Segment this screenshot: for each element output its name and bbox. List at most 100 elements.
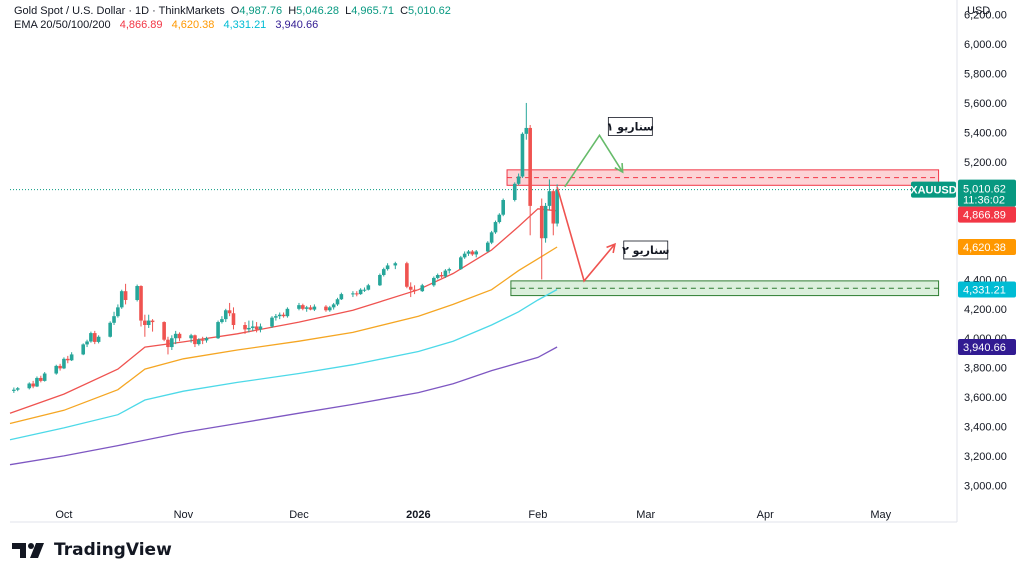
- candle-body: [270, 317, 274, 327]
- candle-body: [15, 388, 20, 390]
- price-axis-tick-label: 3,000.00: [964, 480, 1007, 492]
- candle: [443, 269, 448, 278]
- tradingview-logo-icon: [12, 543, 44, 558]
- candle: [439, 272, 444, 278]
- price-axis-tick-label: 3,400.00: [964, 421, 1007, 433]
- time-axis-tick-label: Oct: [55, 509, 72, 521]
- candle: [35, 376, 39, 388]
- candle-body: [443, 270, 448, 277]
- price-axis-tick-label: 3,800.00: [964, 363, 1007, 375]
- candle: [501, 198, 505, 217]
- time-axis-tick-label: Mar: [636, 509, 655, 521]
- ema100-badge: [958, 281, 1016, 298]
- candle-body: [412, 289, 417, 292]
- candle-body: [312, 306, 317, 310]
- candle-body: [277, 314, 282, 317]
- candle: [81, 343, 86, 356]
- candle: [447, 267, 452, 274]
- candle: [420, 283, 425, 292]
- candle-body: [308, 307, 313, 310]
- candle: [308, 305, 313, 311]
- candle: [116, 304, 120, 318]
- candle-body: [439, 275, 444, 277]
- ema200-value: 3,940.66: [275, 19, 319, 31]
- candle: [331, 302, 336, 310]
- ema50-line: [9, 246, 558, 425]
- candle: [193, 334, 197, 348]
- candle: [547, 179, 552, 211]
- candle: [65, 355, 70, 364]
- candle: [189, 333, 193, 343]
- candle-body: [227, 310, 232, 314]
- candle: [58, 363, 62, 371]
- candle: [15, 387, 20, 392]
- ohlc-close: 5,010.62: [408, 5, 451, 17]
- candle-body: [497, 214, 502, 223]
- candle-body: [112, 316, 116, 323]
- candle-body: [150, 320, 155, 323]
- candle-body: [520, 133, 525, 177]
- candle: [489, 230, 494, 245]
- candle-body: [166, 339, 170, 348]
- candle: [220, 316, 224, 324]
- candle-body: [247, 327, 251, 330]
- candle: [358, 288, 363, 295]
- candle-body: [173, 333, 178, 339]
- ema100-badge-text: 4,331.21: [963, 285, 1006, 297]
- candle-body: [366, 285, 371, 290]
- candle: [139, 285, 143, 327]
- price-axis-tick-label: 5,600.00: [964, 98, 1007, 110]
- candle-body: [543, 205, 548, 239]
- tradingview-brand[interactable]: TradingView: [12, 540, 172, 560]
- candle: [197, 338, 201, 346]
- candle-body: [524, 127, 529, 134]
- candle-body: [501, 200, 505, 215]
- candle: [520, 132, 525, 178]
- candle: [135, 284, 139, 302]
- ema100-value: 4,331.21: [223, 19, 267, 31]
- last-price-badge: [958, 179, 1016, 207]
- candle-body: [258, 326, 263, 330]
- candle: [328, 305, 332, 312]
- candle: [258, 323, 263, 333]
- candle-body: [324, 306, 328, 311]
- candle: [524, 102, 529, 140]
- candle-body: [274, 316, 278, 318]
- candle-body: [447, 269, 452, 271]
- ohlc-high-label: H: [288, 5, 297, 17]
- ema200-badge-text: 3,940.66: [963, 342, 1006, 354]
- candle: [119, 289, 124, 309]
- candle-body: [92, 333, 97, 342]
- candle: [462, 251, 467, 259]
- countdown-value: 11:36:02: [963, 195, 1005, 207]
- scenario-2-path: [556, 186, 616, 283]
- price-axis-tick-label: 6,200.00: [964, 10, 1007, 22]
- time-axis-tick-label: Nov: [174, 509, 194, 521]
- price-axis-tick-label: 4,200.00: [964, 304, 1007, 316]
- candle: [112, 311, 116, 325]
- scenario-1-label: سناریو ۱: [607, 120, 654, 133]
- candle: [285, 307, 290, 318]
- ohlc-low-label: L: [345, 5, 352, 17]
- candle: [39, 375, 43, 383]
- scenario-1-label-box: [607, 117, 653, 136]
- candle: [435, 273, 440, 280]
- candle: [27, 382, 32, 390]
- candle-body: [551, 191, 556, 224]
- candle: [177, 332, 182, 342]
- candle: [31, 380, 35, 389]
- candle-body: [493, 222, 498, 233]
- symbol-badge[interactable]: [911, 181, 956, 198]
- candle: [324, 305, 328, 312]
- candle-body: [27, 383, 32, 389]
- candle-body: [12, 389, 16, 391]
- candle-body: [223, 310, 228, 320]
- candle: [227, 302, 232, 317]
- tradingview-brand-text: TradingView: [54, 540, 172, 560]
- candle: [170, 335, 174, 350]
- candle-body: [281, 314, 286, 317]
- candle: [408, 282, 413, 298]
- ohlc-high: 5,046.28: [296, 5, 339, 17]
- candle: [200, 336, 205, 345]
